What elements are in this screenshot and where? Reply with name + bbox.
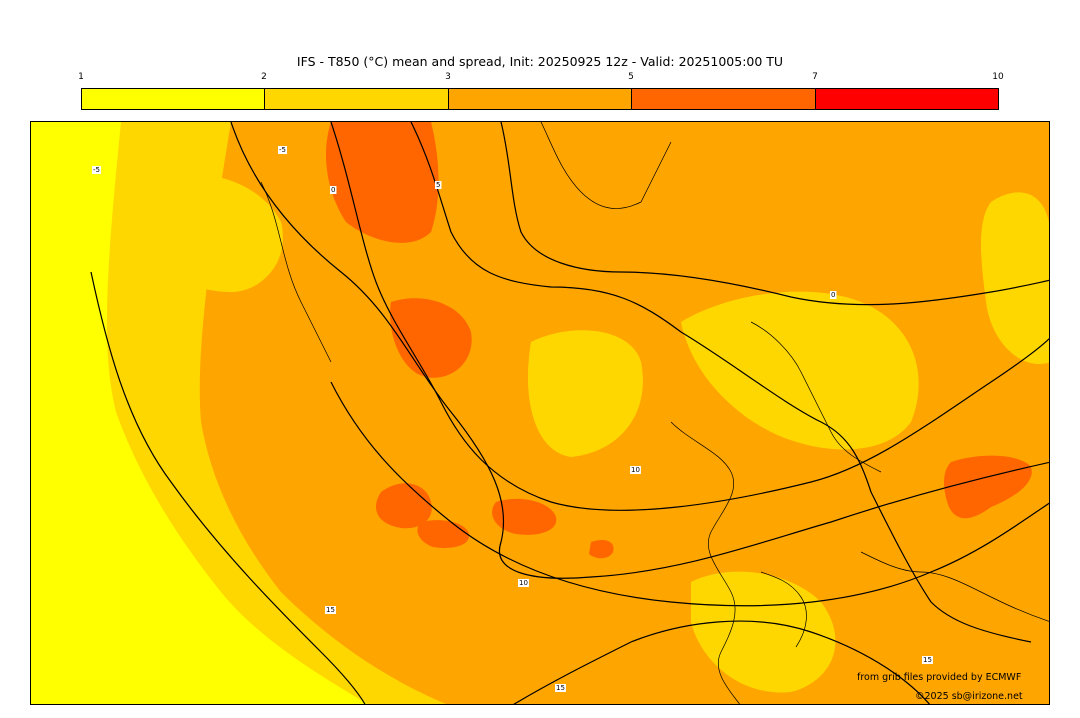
isotherm-line bbox=[90, 271, 366, 704]
isotherms bbox=[90, 122, 1049, 704]
spread-area-2 bbox=[149, 174, 283, 292]
coastlines bbox=[260, 122, 1049, 704]
colorbar-tick: 5 bbox=[628, 72, 634, 82]
isotherm-line bbox=[230, 122, 1049, 579]
colorbar-segment bbox=[815, 89, 999, 109]
isotherm-line bbox=[513, 620, 931, 704]
spread-area-2 bbox=[527, 330, 643, 457]
contour-label: 15 bbox=[326, 606, 335, 614]
colorbar-segment bbox=[265, 89, 449, 109]
source-credit: from grib files provided by ECMWF bbox=[857, 672, 1022, 683]
spread-area-4 bbox=[390, 298, 472, 378]
isotherm-line bbox=[330, 122, 1049, 511]
contour-label: 15 bbox=[923, 656, 932, 664]
contour-label: 0 bbox=[831, 291, 835, 299]
spread-area-2 bbox=[681, 291, 919, 450]
coastline bbox=[260, 181, 332, 363]
colorbar-segment bbox=[82, 89, 266, 109]
colorbar-tick: 2 bbox=[261, 72, 267, 82]
coastline bbox=[860, 551, 1049, 622]
map-canvas: -5 0 5 10 15 10 15 15 -5 0 bbox=[90, 122, 1049, 704]
contour-label: -5 bbox=[279, 146, 286, 154]
colorbar-tick: 1 bbox=[78, 72, 84, 82]
colorbar-tick: 3 bbox=[445, 72, 451, 82]
spread-area-4 bbox=[589, 540, 614, 559]
spread-area-4 bbox=[326, 122, 439, 243]
isotherm-line bbox=[500, 122, 1049, 306]
spread-area-4 bbox=[417, 520, 470, 548]
coastline bbox=[750, 321, 882, 473]
contour-label: 0 bbox=[331, 186, 335, 194]
isotherm-line bbox=[330, 381, 1049, 607]
colorbar-segment bbox=[632, 89, 816, 109]
copyright-credit: ©2025 sb@irizone.net bbox=[915, 691, 1023, 702]
chart-title: IFS - T850 (°C) mean and spread, Init: 2… bbox=[296, 54, 784, 69]
coastline bbox=[670, 421, 740, 704]
contour-label: 5 bbox=[436, 181, 440, 189]
contour-label: 15 bbox=[556, 684, 565, 692]
contour-label: -5 bbox=[93, 166, 100, 174]
spread-area-2 bbox=[981, 192, 1049, 364]
contour-label: 10 bbox=[519, 579, 528, 587]
colorbar-tick: 7 bbox=[812, 72, 818, 82]
isotherm-line bbox=[410, 122, 1032, 643]
colorbar-segment bbox=[448, 89, 633, 109]
weather-map[interactable]: -5 0 5 10 15 10 15 15 -5 0 bbox=[30, 121, 1050, 705]
contour-label: 10 bbox=[631, 466, 640, 474]
spread-area-2 bbox=[691, 571, 836, 693]
coastline bbox=[540, 122, 672, 209]
colorbar-tick: 10 bbox=[992, 72, 1004, 82]
spread-colorbar bbox=[81, 88, 999, 110]
coastline bbox=[760, 571, 807, 648]
contour-label-group: -5 0 5 10 15 10 15 15 -5 0 bbox=[92, 146, 933, 692]
spread-area-4 bbox=[492, 498, 557, 535]
